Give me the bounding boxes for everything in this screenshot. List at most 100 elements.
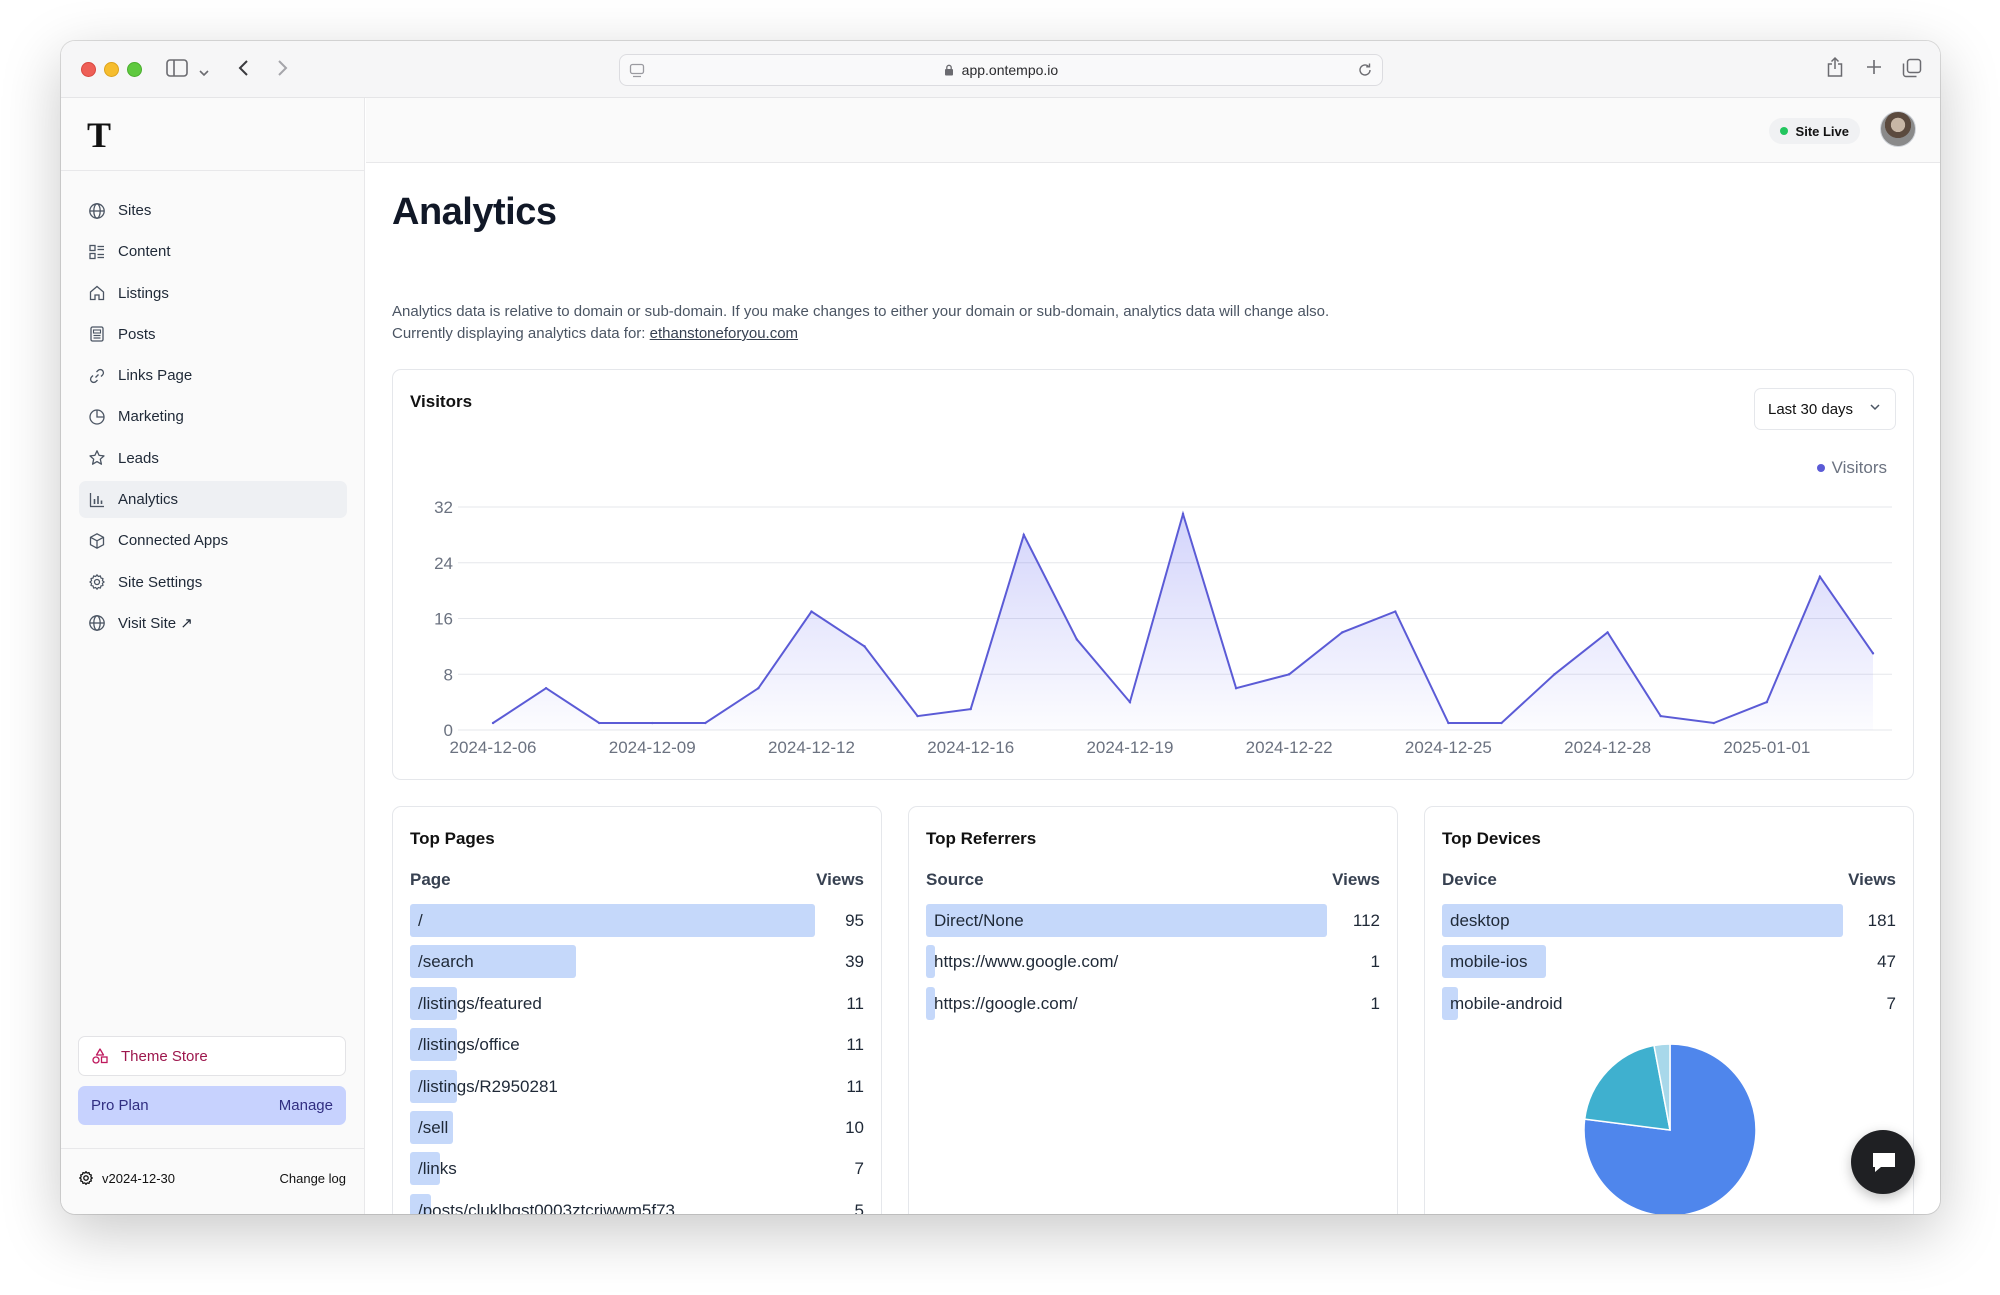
- devices-pie-chart[interactable]: [1425, 1037, 1914, 1214]
- sidebar-item-label: Sites: [118, 202, 152, 219]
- list-row[interactable]: /listings/featured 11: [410, 986, 864, 1027]
- changelog-link[interactable]: Change log: [279, 1170, 347, 1186]
- sidebar-item-posts[interactable]: Posts: [79, 316, 347, 353]
- row-value: 95: [845, 911, 864, 930]
- sidebar: T Sites Content Listings Posts Links Pag…: [61, 98, 365, 1214]
- sidebar-item-links-page[interactable]: Links Page: [79, 357, 347, 394]
- row-label: mobile-ios: [1450, 952, 1528, 972]
- row-label: /: [418, 911, 423, 930]
- content-icon: [88, 243, 106, 261]
- top-devices-list: desktop 181 mobile-ios 47 mobile-android 7: [1442, 903, 1896, 1027]
- list-row[interactable]: /posts/cluklbgst0003ztcrjwwm5f73 5: [410, 1193, 864, 1214]
- list-row[interactable]: /links 7: [410, 1151, 864, 1192]
- sidebar-item-leads[interactable]: Leads: [79, 440, 347, 477]
- sidebar-item-label: Visit Site ↗: [118, 615, 193, 633]
- new-tab-icon[interactable]: [1865, 58, 1883, 80]
- row-bar: [410, 1069, 457, 1103]
- sidebar-item-analytics[interactable]: Analytics: [79, 481, 347, 519]
- cube-icon: [88, 532, 106, 550]
- data-point: [1394, 610, 1397, 613]
- list-row[interactable]: https://www.google.com/1: [926, 944, 1380, 985]
- x-tick-label: 2024-12-19: [1086, 738, 1173, 757]
- list-row[interactable]: /sell 10: [410, 1110, 864, 1151]
- sidebar-item-label: Links Page: [118, 367, 193, 385]
- chat-button[interactable]: [1851, 1130, 1915, 1194]
- forward-arrow-icon[interactable]: [275, 58, 289, 82]
- x-tick-label: 2024-12-28: [1564, 738, 1651, 757]
- top-pages-header: Page Views: [410, 870, 864, 890]
- address-bar[interactable]: app.ontempo.io: [619, 54, 1383, 86]
- page-description: Analytics data is relative to domain or …: [392, 301, 1329, 345]
- app-logo[interactable]: T: [87, 115, 112, 155]
- row-bar: [410, 945, 577, 979]
- lock-icon: [944, 62, 962, 78]
- row-label: https://www.google.com/: [934, 952, 1119, 972]
- chevron-down-icon[interactable]: [198, 61, 210, 83]
- x-tick-label: 2024-12-12: [768, 738, 855, 757]
- theme-store-button[interactable]: Theme Store: [78, 1036, 346, 1076]
- row-bar: [410, 1193, 432, 1214]
- sidebar-bottom-divider: [61, 1148, 364, 1149]
- y-tick-label: 8: [444, 665, 453, 684]
- chart-legend[interactable]: Visitors: [1816, 458, 1887, 478]
- page-settings-icon[interactable]: [629, 63, 645, 84]
- data-point: [1022, 533, 1025, 537]
- x-tick-label: 2024-12-16: [927, 738, 1014, 757]
- sidebar-item-connected-apps[interactable]: Connected Apps: [79, 522, 347, 559]
- column-header: Page: [410, 870, 451, 889]
- data-point: [916, 714, 919, 718]
- x-tick-label: 2024-12-22: [1246, 738, 1333, 757]
- data-point: [1341, 631, 1344, 634]
- visitors-chart[interactable]: 0 8 16 24 32 2024-12-06 2024-12-09 2024-12-12 20…: [393, 370, 1915, 781]
- list-row[interactable]: /listings/R2950281 11: [410, 1069, 864, 1110]
- avatar[interactable]: [1880, 111, 1916, 147]
- legend-dot: [1816, 464, 1825, 472]
- list-row[interactable]: /listings/office 11: [410, 1027, 864, 1068]
- pie-slice: [1583, 1044, 1671, 1131]
- site-status-badge[interactable]: Site Live: [1768, 118, 1860, 144]
- sidebar-item-visit-site[interactable]: Visit Site ↗: [79, 605, 347, 642]
- tab-overview-icon[interactable]: [1902, 58, 1922, 82]
- row-label: /search: [418, 952, 474, 972]
- theme-store-label: Theme Store: [121, 1047, 208, 1065]
- domain-link[interactable]: ethanstoneforyou.com: [649, 325, 799, 342]
- sidebar-item-marketing[interactable]: Marketing: [79, 398, 347, 435]
- sidebar-item-content[interactable]: Content: [79, 233, 347, 270]
- top-referrers-header: Source Views: [926, 870, 1380, 890]
- minimize-window-button[interactable]: [104, 62, 119, 77]
- manage-plan-button[interactable]: Manage: [278, 1097, 333, 1114]
- zoom-window-button[interactable]: [127, 62, 142, 77]
- list-row[interactable]: mobile-ios 47: [1442, 944, 1896, 985]
- top-pages-list: / 95/search 39/listings/featured 11/listing…: [410, 903, 864, 1214]
- sidebar-item-label: Site Settings: [118, 573, 203, 591]
- visitors-card: Visitors Last 30 days Visitors 0 8 16 24 32 2…: [392, 369, 1914, 780]
- list-row[interactable]: Direct/None 112: [926, 903, 1380, 944]
- sidebar-item-label: Marketing: [118, 408, 184, 426]
- sidebar-item-listings[interactable]: Listings: [79, 275, 347, 312]
- list-row[interactable]: desktop 181: [1442, 903, 1896, 944]
- date-range-select[interactable]: Last 30 days: [1754, 388, 1896, 430]
- reload-icon[interactable]: [1357, 62, 1373, 83]
- share-icon[interactable]: [1826, 56, 1844, 82]
- top-devices-card: Top Devices Device Views desktop 181 mobil…: [1424, 806, 1914, 1214]
- list-row[interactable]: https://google.com/1: [926, 986, 1380, 1027]
- column-header: Views: [816, 870, 864, 889]
- row-label: Direct/None: [934, 911, 1024, 930]
- close-window-button[interactable]: [81, 62, 96, 77]
- row-value: 112: [1352, 911, 1380, 930]
- row-label: /posts/cluklbgst0003ztcrjwwm5f73: [418, 1200, 676, 1214]
- list-row[interactable]: mobile-android 7: [1442, 986, 1896, 1027]
- description-line: Analytics data is relative to domain or …: [392, 303, 1330, 320]
- row-bar: [410, 904, 815, 937]
- sidebar-toggle-icon[interactable]: [166, 59, 188, 81]
- url-label: app.ontempo.io: [961, 62, 1059, 78]
- list-row[interactable]: /search 39: [410, 944, 864, 985]
- column-header: Views: [1848, 870, 1896, 889]
- list-row[interactable]: / 95: [410, 903, 864, 944]
- sidebar-item-site-settings[interactable]: Site Settings: [79, 564, 347, 601]
- y-tick-label: 32: [434, 498, 453, 517]
- bar-chart-icon: [88, 491, 106, 509]
- sidebar-item-sites[interactable]: Sites: [79, 192, 347, 229]
- back-arrow-icon[interactable]: [237, 58, 251, 82]
- data-point: [1287, 673, 1291, 676]
